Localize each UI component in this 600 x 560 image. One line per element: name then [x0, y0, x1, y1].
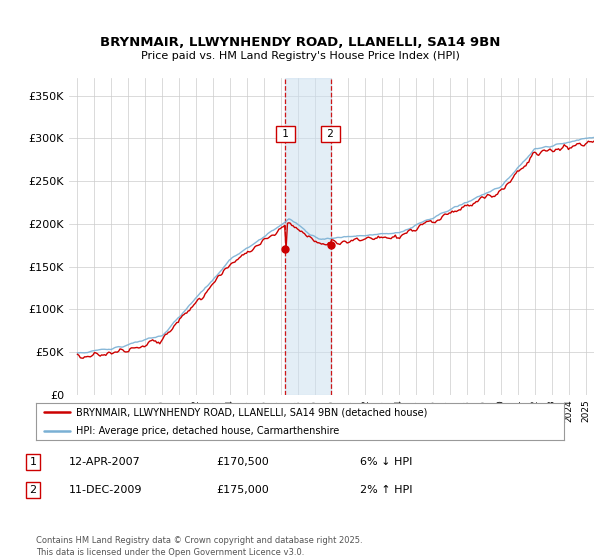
Bar [286, 78, 331, 395]
Text: 2% ↑ HPI: 2% ↑ HPI [360, 485, 413, 495]
Text: HPI: Average price, detached house, Carmarthenshire: HPI: Average price, detached house, Carm… [76, 426, 339, 436]
Text: BRYNMAIR, LLWYNHENDY ROAD, LLANELLI, SA14 9BN (detached house): BRYNMAIR, LLWYNHENDY ROAD, LLANELLI, SA1… [76, 407, 427, 417]
Text: 1: 1 [29, 457, 37, 467]
Text: Price paid vs. HM Land Registry's House Price Index (HPI): Price paid vs. HM Land Registry's House … [140, 51, 460, 61]
Text: BRYNMAIR, LLWYNHENDY ROAD, LLANELLI, SA14 9BN: BRYNMAIR, LLWYNHENDY ROAD, LLANELLI, SA1… [100, 35, 500, 49]
Text: £170,500: £170,500 [216, 457, 269, 467]
Text: 11-DEC-2009: 11-DEC-2009 [69, 485, 143, 495]
Text: Contains HM Land Registry data © Crown copyright and database right 2025.
This d: Contains HM Land Registry data © Crown c… [36, 536, 362, 557]
Text: 6% ↓ HPI: 6% ↓ HPI [360, 457, 412, 467]
Text: 2: 2 [324, 129, 337, 139]
Text: 1: 1 [279, 129, 292, 139]
Text: 2: 2 [29, 485, 37, 495]
Text: £175,000: £175,000 [216, 485, 269, 495]
Text: 12-APR-2007: 12-APR-2007 [69, 457, 141, 467]
